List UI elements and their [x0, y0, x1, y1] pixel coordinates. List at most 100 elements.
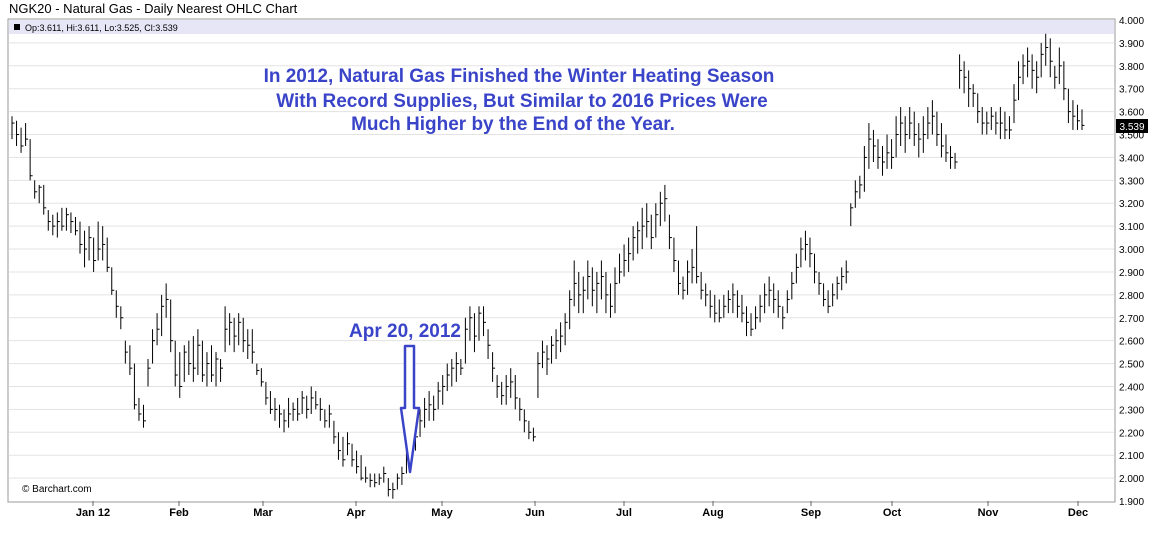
y-tick-label: 3.200 — [1119, 199, 1144, 210]
ohlc-bar — [52, 214, 56, 236]
ohlc-bar — [142, 404, 146, 428]
ohlc-bar — [609, 283, 613, 318]
ohlc-bar — [251, 329, 255, 364]
ohlc-bar — [74, 216, 78, 236]
ohlc-bar — [342, 436, 346, 467]
ohlc-bar — [655, 203, 659, 238]
ohlc-bar — [732, 283, 736, 314]
ohlc-bar — [292, 402, 296, 421]
ohlc-bar — [854, 180, 858, 208]
ohlc-bar — [900, 107, 904, 146]
ohlc-bar — [1058, 47, 1062, 85]
ohlc-bar — [360, 455, 364, 481]
x-tick-label: Nov — [978, 507, 1000, 519]
ohlc-bar — [1004, 111, 1008, 140]
ohlc-bar — [841, 267, 845, 291]
ohlc-bar — [827, 290, 831, 314]
ohlc-bar — [460, 358, 464, 376]
ohlc-bar — [455, 352, 459, 382]
ohlc-bar — [555, 329, 559, 359]
y-tick-label: 2.800 — [1119, 291, 1144, 302]
ohlc-bar — [614, 267, 618, 314]
ohlc-bar — [882, 145, 886, 176]
ohlc-bar — [795, 253, 799, 284]
ohlc-bar — [79, 221, 83, 254]
ohlc-bar — [591, 267, 595, 307]
ohlc-bar — [619, 253, 623, 284]
ohlc-bar — [369, 473, 373, 488]
ohlc-bar — [863, 145, 867, 192]
ohlc-bar — [47, 210, 51, 231]
y-axis-tick-labels: 1.900 2.000 2.100 2.200 2.300 2.400 2.500 2.600… — [1119, 16, 1144, 508]
ohlc-bar — [401, 466, 405, 485]
y-tick-label: 2.300 — [1119, 405, 1144, 416]
ohlc-bar — [433, 395, 437, 421]
black-square-icon — [14, 24, 20, 30]
ohlc-bar — [324, 409, 328, 428]
ohlc-bar — [464, 317, 468, 364]
ohlc-bar — [265, 381, 269, 405]
ohlc-bar — [596, 271, 600, 314]
ohlc-bar — [392, 482, 396, 499]
ohlc-bar — [192, 336, 196, 382]
ohlc-bar — [963, 61, 967, 94]
plot-area — [7, 18, 1116, 503]
ohlc-bar — [61, 207, 65, 231]
ohlc-bar — [451, 358, 455, 387]
ohlc-bar — [782, 306, 786, 330]
ohlc-bar — [836, 276, 840, 300]
ohlc-bar — [832, 283, 836, 307]
ohlc-bar — [1076, 104, 1080, 130]
ohlc-bar — [986, 111, 990, 135]
ohlc-bar — [922, 116, 926, 153]
ohlc-bar — [537, 352, 541, 398]
ohlc-bar — [523, 409, 527, 433]
ohlc-bar — [714, 294, 718, 323]
ohlc-bar — [886, 134, 890, 169]
ohlc-bar — [483, 306, 487, 337]
ohlc-bar — [351, 443, 355, 467]
ohlc-bar — [551, 336, 555, 364]
arrow-label: Apr 20, 2012 — [349, 321, 461, 342]
ohlc-bar — [25, 123, 29, 146]
ohlc-bar — [260, 368, 264, 387]
ohlc-bar — [356, 450, 360, 474]
ohlc-bar — [877, 139, 881, 169]
ohlc-bar — [97, 221, 101, 261]
ohlc-bar — [419, 409, 423, 437]
ohlc-bar — [201, 340, 205, 382]
ohlc-bar — [256, 363, 260, 376]
ohlc-bar — [977, 93, 981, 124]
ohlc-bar — [247, 329, 251, 359]
ohlc-bar — [347, 432, 351, 456]
ohlc-bar — [641, 207, 645, 250]
ohlc-bar — [650, 214, 654, 250]
ohlc-bar — [891, 139, 895, 169]
ohlc-bar — [469, 306, 473, 341]
ohlc-bar — [560, 322, 564, 353]
ohlc-bar — [981, 107, 985, 135]
ohlc-bar — [188, 340, 192, 376]
ohlc-bar — [659, 191, 663, 227]
ohlc-bar — [333, 420, 337, 444]
ohlc-bar — [501, 381, 505, 405]
y-tick-label: 2.200 — [1119, 428, 1144, 439]
ohlc-bar — [156, 313, 160, 346]
ohlc-bar — [777, 290, 781, 318]
ohlc-bar — [723, 294, 727, 318]
ohlc-bar — [34, 180, 38, 199]
ohlc-bar — [492, 352, 496, 382]
ohlc-bar — [564, 313, 568, 346]
ohlc-bar — [968, 70, 972, 108]
ohlc-bar — [859, 175, 863, 199]
ohlc-bar — [120, 306, 124, 330]
y-tick-label: 2.100 — [1119, 451, 1144, 462]
x-tick-label: May — [431, 507, 453, 519]
ohlc-bar — [990, 107, 994, 130]
ohlc-bar — [1027, 47, 1031, 78]
last-price-label: 3.539 — [1119, 122, 1144, 133]
ohlc-bar — [210, 345, 214, 382]
y-tick-label: 3.000 — [1119, 245, 1144, 256]
ohlc-bar — [106, 237, 110, 272]
